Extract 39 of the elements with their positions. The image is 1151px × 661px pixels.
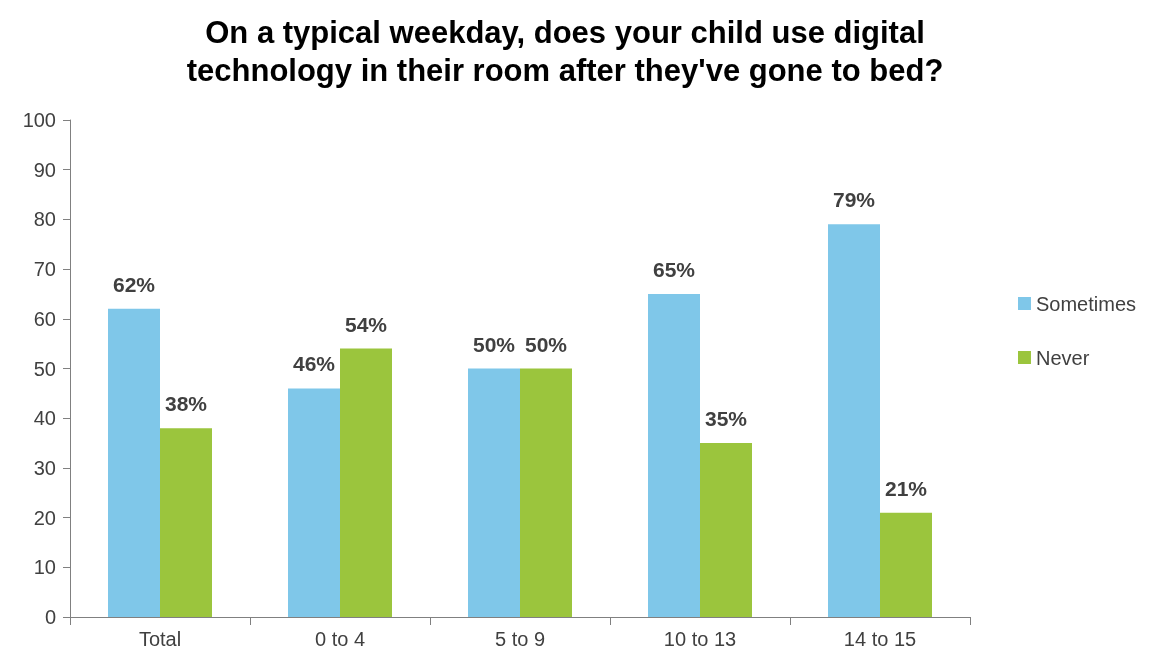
bar [468, 368, 520, 617]
bar [288, 388, 340, 617]
data-label: 46% [292, 352, 336, 376]
x-tick-label: 10 to 13 [663, 628, 737, 650]
bar [520, 368, 572, 617]
y-tick-label: 60 [33, 307, 56, 330]
y-tick-label: 40 [33, 407, 56, 430]
y-tick-label: 90 [33, 158, 56, 181]
data-label: 79% [832, 188, 876, 212]
data-label: 50% [524, 332, 568, 356]
y-tick-label: 80 [33, 208, 56, 231]
bar [160, 428, 212, 617]
data-label: 54% [344, 312, 388, 336]
data-label: 65% [652, 257, 696, 281]
bar [700, 443, 752, 617]
bar [340, 348, 392, 617]
data-label: 38% [164, 392, 208, 416]
y-tick-label: 100 [22, 109, 56, 131]
x-tick-label: 14 to 15 [843, 628, 917, 650]
data-label: 50% [472, 332, 516, 356]
x-tick-label: Total [138, 628, 182, 650]
y-tick-label: 10 [33, 556, 56, 579]
data-label: 62% [112, 272, 156, 296]
y-tick-label: 20 [33, 506, 56, 529]
x-tick-label: 0 to 4 [314, 628, 366, 650]
y-tick-label: 0 [44, 606, 56, 628]
bar [108, 308, 160, 617]
y-tick-label: 70 [33, 258, 56, 281]
x-tick-label: 5 to 9 [494, 628, 546, 650]
y-tick-label: 50 [33, 357, 56, 380]
bar [828, 224, 880, 617]
bar [648, 293, 700, 617]
bar [880, 512, 932, 617]
chart-title: On a typical weekday, does your child use digital technology in their room after they've gone to bed? [186, 14, 944, 88]
legend-label: Sometimes [1035, 292, 1136, 315]
data-label: 21% [884, 476, 928, 500]
y-tick-label: 30 [33, 456, 56, 479]
data-label: 35% [704, 407, 748, 431]
legend-label: Never [1035, 346, 1090, 369]
